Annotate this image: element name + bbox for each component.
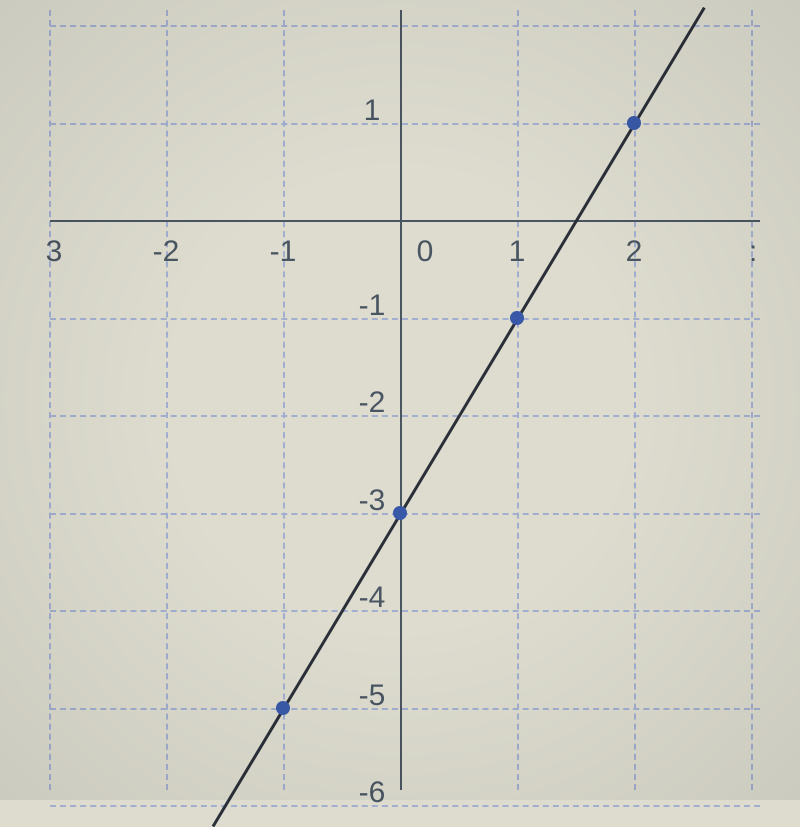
x-tick-label: 0 [417,235,434,269]
grid-line-horizontal [50,415,760,417]
grid-line-vertical [166,10,168,790]
x-tick-label: -2 [153,235,180,269]
grid-line-horizontal [50,805,760,807]
y-tick-label: -3 [359,484,386,518]
grid-line-horizontal [50,123,760,125]
data-point [276,701,290,715]
grid-line-vertical [517,10,519,790]
coordinate-plane-chart: -2-10123:-6-5-4-3-2-11 [0,0,800,800]
x-tick-label-rightmost-partial: : [749,235,757,269]
grid-line-horizontal [50,708,760,710]
y-axis [400,10,402,790]
y-tick-label: 1 [364,94,381,128]
grid-line-horizontal [50,25,760,27]
data-point [627,116,641,130]
grid-line-vertical [283,10,285,790]
y-tick-label: -4 [359,581,386,615]
data-point [393,506,407,520]
grid-line-vertical [49,10,51,790]
x-tick-label-leftmost: 3 [46,235,63,269]
y-tick-label: -6 [359,776,386,810]
x-tick-label: 1 [509,235,526,269]
grid-line-vertical [751,10,753,790]
data-point [510,311,524,325]
grid-line-horizontal [50,318,760,320]
y-tick-label: -5 [359,679,386,713]
grid-line-horizontal [50,610,760,612]
y-tick-label: -2 [359,386,386,420]
x-tick-label: 2 [626,235,643,269]
x-axis [50,220,760,222]
x-tick-label: -1 [270,235,297,269]
y-tick-label: -1 [359,289,386,323]
